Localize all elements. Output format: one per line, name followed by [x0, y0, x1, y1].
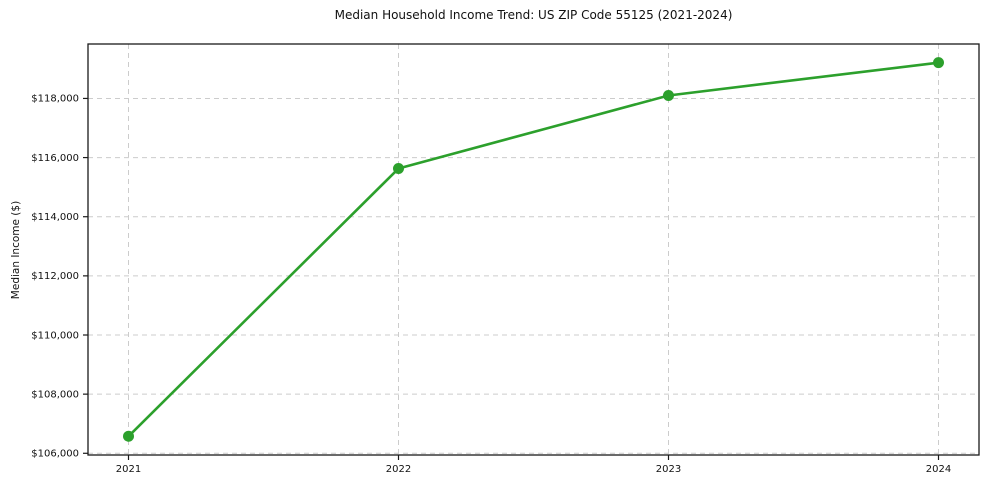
y-tick-label: $110,000 — [31, 330, 79, 341]
y-tick-label: $106,000 — [31, 449, 79, 460]
x-tick-label: 2023 — [656, 464, 681, 475]
data-point-marker — [123, 430, 134, 442]
data-line — [127, 61, 940, 438]
data-point-marker — [933, 57, 944, 69]
y-tick-label: $118,000 — [31, 94, 79, 105]
x-tick-label: 2022 — [386, 464, 411, 475]
data-point-marker — [663, 89, 674, 101]
x-tick-label: 2024 — [926, 464, 951, 475]
chart-title: Median Household Income Trend: US ZIP Co… — [334, 8, 733, 22]
y-tick-label: $108,000 — [31, 389, 79, 400]
y-tick-label: $112,000 — [31, 271, 79, 282]
x-tick-label: 2021 — [116, 464, 141, 475]
y-tick-label: $116,000 — [31, 153, 79, 164]
data-point-marker — [393, 163, 404, 175]
axes-box — [87, 43, 980, 456]
y-tick-label: $114,000 — [31, 212, 79, 223]
